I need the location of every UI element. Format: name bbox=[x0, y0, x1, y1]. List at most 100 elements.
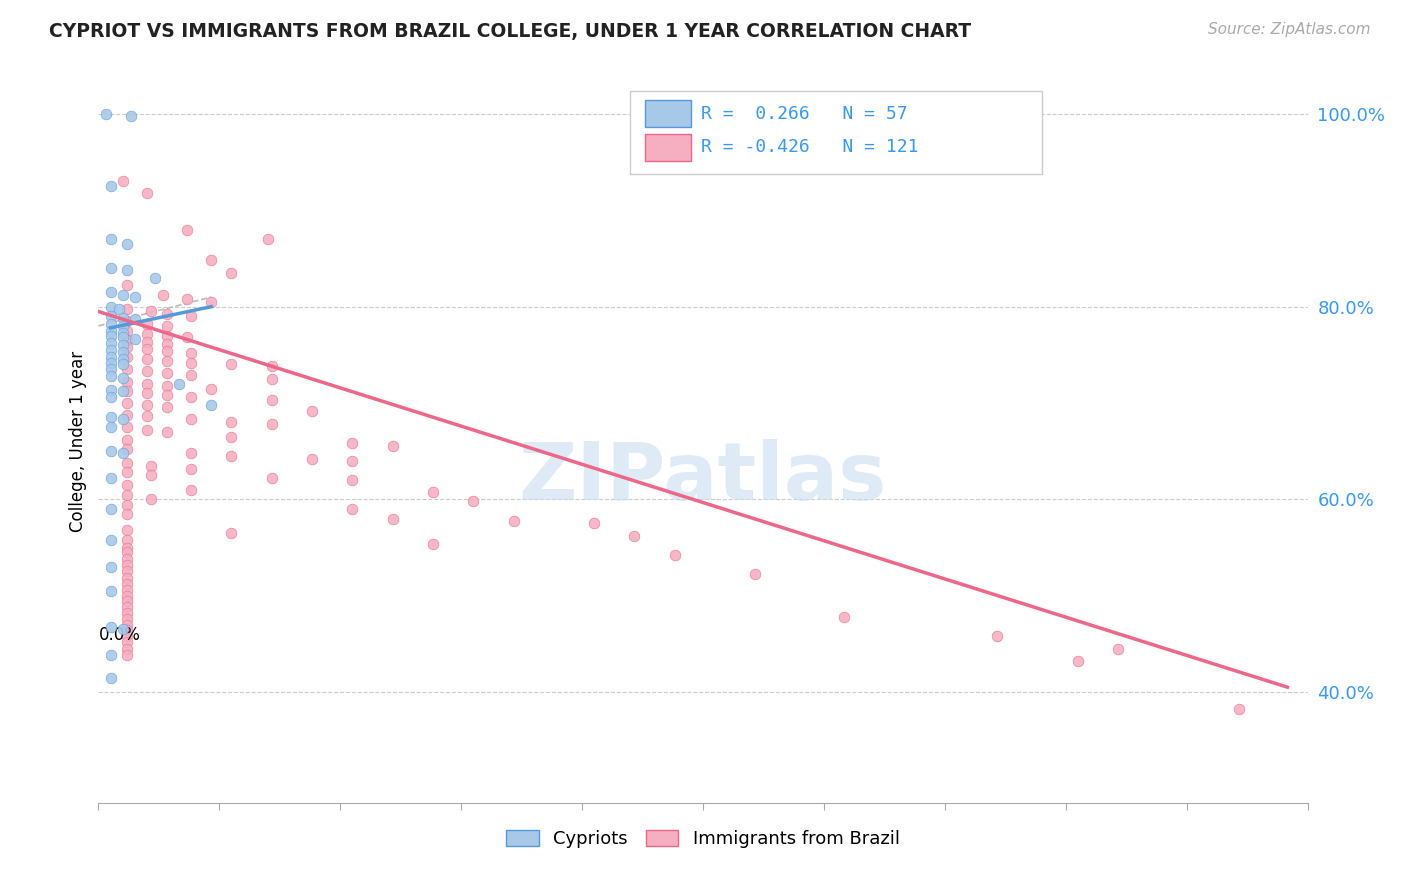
Point bbox=[100, 671, 122, 685]
Point bbox=[139, 458, 162, 473]
Point bbox=[135, 317, 157, 331]
Point bbox=[156, 343, 179, 358]
Point bbox=[221, 415, 243, 429]
Point bbox=[115, 523, 138, 537]
Point bbox=[115, 648, 138, 663]
Point bbox=[100, 343, 122, 357]
Point bbox=[115, 396, 138, 410]
Point bbox=[115, 466, 138, 480]
Point bbox=[111, 351, 134, 366]
Point bbox=[115, 533, 138, 547]
Point bbox=[111, 623, 134, 637]
Point bbox=[115, 641, 138, 656]
Point bbox=[1107, 641, 1129, 656]
Point bbox=[180, 310, 202, 324]
Point bbox=[115, 564, 138, 578]
Point bbox=[135, 386, 157, 401]
Point bbox=[986, 629, 1008, 643]
Point bbox=[115, 334, 138, 348]
Point bbox=[200, 398, 222, 412]
Point bbox=[100, 619, 122, 633]
Point bbox=[156, 378, 179, 392]
Point bbox=[744, 566, 766, 581]
Point bbox=[111, 311, 134, 326]
Point bbox=[156, 328, 179, 343]
Point bbox=[115, 375, 138, 389]
Point bbox=[180, 446, 202, 460]
Point bbox=[139, 492, 162, 507]
Point bbox=[115, 442, 138, 457]
Point bbox=[152, 288, 174, 302]
Point bbox=[135, 326, 157, 341]
Point bbox=[139, 304, 162, 318]
Point bbox=[111, 345, 134, 359]
Point bbox=[100, 336, 122, 351]
Point bbox=[115, 624, 138, 638]
Point bbox=[115, 571, 138, 585]
Point bbox=[221, 449, 243, 463]
Point bbox=[260, 393, 283, 408]
Point bbox=[176, 222, 198, 236]
Point bbox=[135, 376, 157, 391]
Point bbox=[115, 545, 138, 559]
Point bbox=[115, 612, 138, 626]
Point bbox=[111, 330, 134, 344]
Point bbox=[115, 362, 138, 376]
Text: R =  0.266   N = 57: R = 0.266 N = 57 bbox=[700, 104, 907, 122]
Point bbox=[100, 533, 122, 547]
Point bbox=[342, 502, 364, 516]
Point bbox=[100, 317, 122, 331]
Point bbox=[115, 617, 138, 632]
Point bbox=[135, 398, 157, 412]
Point bbox=[221, 266, 243, 280]
Point bbox=[156, 337, 179, 351]
Point bbox=[111, 288, 134, 302]
Point bbox=[221, 358, 243, 372]
Point bbox=[156, 400, 179, 414]
Bar bbox=[645, 100, 690, 128]
Point bbox=[115, 340, 138, 354]
Point bbox=[135, 409, 157, 424]
Point bbox=[156, 425, 179, 439]
Point bbox=[115, 478, 138, 492]
Point bbox=[115, 541, 138, 555]
Point bbox=[111, 384, 134, 399]
Point bbox=[180, 412, 202, 426]
Point bbox=[156, 318, 179, 333]
Point bbox=[115, 552, 138, 566]
Point bbox=[115, 594, 138, 608]
Point bbox=[100, 310, 122, 324]
Point bbox=[120, 109, 142, 123]
Point bbox=[100, 369, 122, 384]
Point bbox=[176, 292, 198, 306]
Point bbox=[111, 412, 134, 426]
Point bbox=[381, 439, 404, 453]
Point bbox=[221, 430, 243, 444]
Point bbox=[135, 423, 157, 437]
Point bbox=[115, 301, 138, 316]
Point bbox=[111, 318, 134, 333]
Point bbox=[111, 326, 134, 340]
Point bbox=[115, 433, 138, 447]
Point bbox=[100, 232, 122, 246]
Text: 0.0%: 0.0% bbox=[98, 626, 141, 644]
Point bbox=[115, 350, 138, 364]
Point bbox=[583, 516, 606, 531]
Point bbox=[180, 346, 202, 360]
Y-axis label: College, Under 1 year: College, Under 1 year bbox=[69, 351, 87, 533]
Point bbox=[100, 350, 122, 364]
Point bbox=[96, 107, 118, 121]
Point bbox=[115, 577, 138, 591]
Point bbox=[100, 444, 122, 458]
Point bbox=[1067, 654, 1090, 668]
Text: CYPRIOT VS IMMIGRANTS FROM BRAZIL COLLEGE, UNDER 1 YEAR CORRELATION CHART: CYPRIOT VS IMMIGRANTS FROM BRAZIL COLLEG… bbox=[49, 22, 972, 41]
Text: Source: ZipAtlas.com: Source: ZipAtlas.com bbox=[1208, 22, 1371, 37]
Point bbox=[115, 558, 138, 572]
Point bbox=[502, 514, 524, 528]
Point bbox=[156, 388, 179, 402]
Point bbox=[623, 529, 645, 543]
Point bbox=[115, 507, 138, 521]
Point bbox=[180, 483, 202, 497]
Point bbox=[115, 314, 138, 328]
Point bbox=[100, 420, 122, 434]
